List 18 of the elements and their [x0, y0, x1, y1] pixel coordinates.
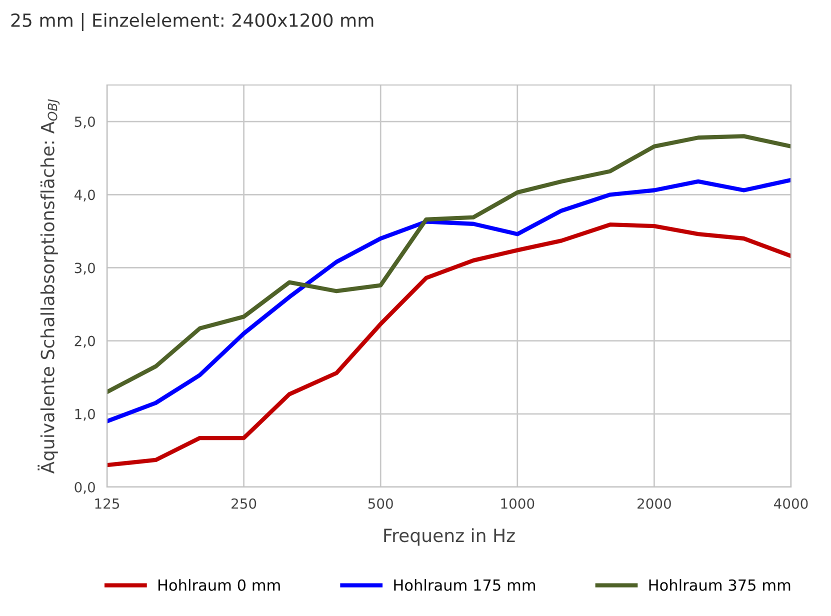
legend-label: Hohlraum 175 mm	[394, 579, 535, 591]
x-tick-label: 2000	[638, 498, 671, 509]
x-tick-label: 125	[95, 498, 120, 509]
legend-label: Hohlraum 375 mm	[649, 579, 790, 591]
x-tick-label: 500	[368, 498, 393, 509]
y-tick-label: 5,0	[74, 116, 95, 128]
y-axis-title: Äquivalente Schallabsorptionsfläche: A$_{OBJ}$	[38, 99, 60, 474]
x-tick-label: 4000	[774, 498, 808, 509]
legend-label: Hohlraum 0 mm	[158, 579, 280, 591]
y-tick-label: 3,0	[74, 262, 95, 275]
x-tick-label: 250	[232, 498, 256, 509]
x-axis-title: Frequenz in Hz	[384, 528, 515, 546]
x-tick-label: 1000	[501, 498, 534, 509]
y-tick-label: 2,0	[74, 336, 95, 348]
y-tick-label: 4,0	[74, 190, 95, 202]
chart-title: 25 mm | Einzelelement: 2400x1200 mm	[11, 12, 374, 32]
y-tick-label: 0,0	[74, 482, 95, 494]
y-tick-label: 1,0	[75, 408, 95, 421]
